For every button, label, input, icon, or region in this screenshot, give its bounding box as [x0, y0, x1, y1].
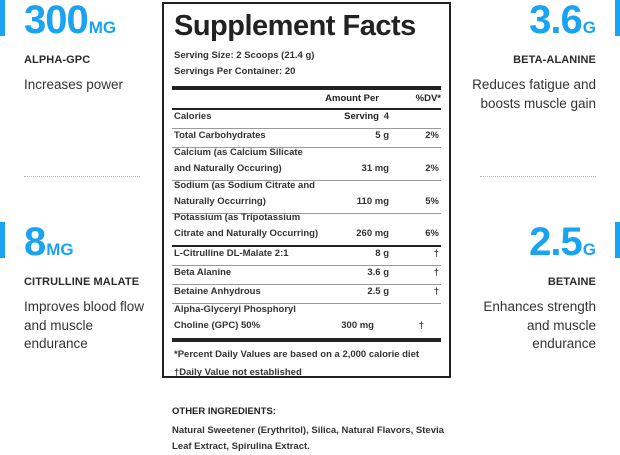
table-row: Alpha-Glyceryl Phosphoryl Choline (GPC) … — [172, 304, 441, 337]
table-row: Sodium (as Sodium Citrate and Naturally … — [172, 180, 441, 214]
stat-description: Increases power — [24, 77, 124, 92]
panel-title: Supplement Facts — [174, 10, 416, 42]
stat-description: Reduces fatigue and boosts muscle gain — [472, 77, 596, 111]
table-row: Potassium (as Tripotassium Citrate and N… — [172, 212, 441, 247]
stat-value: 300MG — [24, 0, 117, 42]
stat-value: 3.6G — [529, 0, 596, 42]
dagger-icon: † — [433, 286, 439, 297]
stat-name: CITRULLINE MALATE — [24, 276, 140, 288]
footnote-dagger: †Daily Value not established — [174, 367, 302, 378]
table-row: Beta Alanine 3.6 g † — [172, 266, 441, 285]
table-row: Calories 4 — [172, 110, 441, 129]
other-ingredients: OTHER INGREDIENTS: Natural Sweetener (Er… — [172, 405, 452, 455]
other-ingredients-heading: OTHER INGREDIENTS: — [172, 406, 276, 417]
accent-bar-mid-left — [0, 222, 5, 258]
thick-rule-bottom — [172, 338, 441, 342]
accent-bar-top-right — [615, 0, 620, 36]
supplement-facts-panel: Supplement Facts Serving Size: 2 Scoops … — [162, 2, 451, 378]
stat-description: Enhances strength and muscle endurance — [483, 299, 596, 351]
dagger-icon: † — [418, 320, 424, 331]
stat-name: ALPHA-GPC — [24, 54, 91, 66]
accent-bar-mid-right — [615, 222, 620, 258]
table-row: Calcium (as Calcium Silicate and Natural… — [172, 147, 441, 181]
accent-bar-top-left — [0, 0, 5, 36]
other-ingredients-text: Natural Sweetener (Erythritol), Silica, … — [172, 425, 444, 452]
dagger-icon: † — [433, 267, 439, 278]
stat-name: BETAINE — [547, 276, 596, 288]
footnote-dv: *Percent Daily Values are based on a 2,0… — [174, 349, 420, 360]
stat-alpha-gpc: 300MG ALPHA-GPC Increases power — [24, 0, 174, 95]
column-header: Amount Per Serving %DV* — [172, 90, 441, 122]
dagger-icon: † — [433, 248, 439, 259]
thin-rule — [172, 108, 441, 110]
table-row: Betaine Anhydrous 2.5 g † — [172, 285, 441, 304]
stat-name: BETA-ALANINE — [513, 54, 596, 66]
stat-citrulline-malate: 8MG CITRULLINE MALATE Improves blood flo… — [24, 220, 154, 354]
dotted-divider-right — [480, 176, 596, 177]
amount-header: Amount Per Serving — [325, 93, 379, 122]
dv-header: %DV* — [415, 93, 441, 104]
stat-betaine: 2.5G BETAINE Enhances strength and muscl… — [466, 220, 596, 354]
stat-value: 2.5G — [529, 220, 596, 264]
table-row: L-Citrulline DL-Malate 2:1 8 g † — [172, 247, 441, 266]
stat-value: 8MG — [24, 220, 74, 264]
serving-size: Serving Size: 2 Scoops (21.4 g) — [174, 50, 315, 61]
dotted-divider-left — [24, 176, 140, 177]
thick-rule — [172, 86, 441, 90]
table-row: Total Carbohydrates 5 g 2% — [172, 129, 441, 148]
servings-per-container: Servings Per Container: 20 — [174, 66, 296, 77]
stat-beta-alanine: 3.6G BETA-ALANINE Reduces fatigue and bo… — [461, 0, 596, 113]
stat-description: Improves blood flow and muscle endurance — [24, 299, 145, 351]
